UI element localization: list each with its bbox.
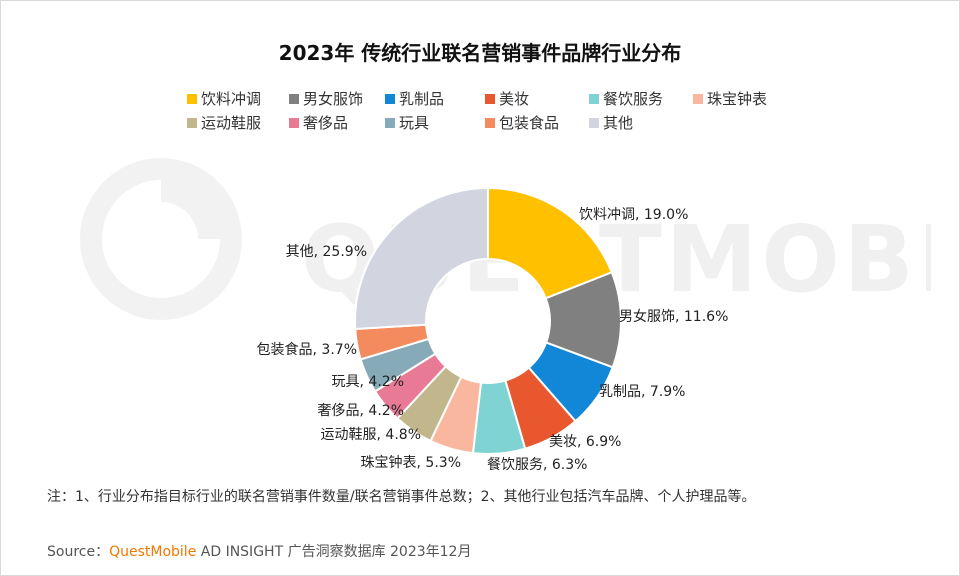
legend-label: 珠宝钟表 — [707, 90, 768, 108]
legend-label: 其他 — [603, 114, 634, 132]
source-line: Source：QuestMobile AD INSIGHT 广告洞察数据库 20… — [47, 541, 471, 561]
slice-label: 餐饮服务, 6.3% — [487, 457, 587, 473]
slice-label: 玩具, 4.2% — [332, 374, 404, 390]
slice-label: 珠宝钟表, 5.3% — [361, 454, 461, 471]
source-brand: QuestMobile — [109, 544, 197, 560]
legend-swatch — [289, 94, 299, 104]
legend-label: 餐饮服务 — [603, 90, 664, 108]
legend-label: 运动鞋服 — [201, 114, 262, 132]
legend-label: 男女服饰 — [303, 90, 364, 108]
legend-label: 乳制品 — [399, 90, 445, 108]
legend-swatch — [187, 94, 197, 104]
legend-swatch — [385, 94, 395, 104]
slice-label: 美妆, 6.9% — [549, 434, 621, 450]
slice-label: 包装食品, 3.7% — [257, 341, 357, 358]
slice-label: 运动鞋服, 4.8% — [321, 427, 421, 443]
legend-label: 美妆 — [499, 90, 530, 108]
legend-label: 玩具 — [399, 114, 430, 132]
legend-swatch — [485, 118, 495, 128]
footnote: 注：1、行业分布指目标行业的联名营销事件数量/联名营销事件总数；2、其他行业包括… — [47, 489, 756, 505]
legend-label: 包装食品 — [499, 114, 560, 132]
slice-label: 饮料冲调, 19.0% — [579, 207, 688, 223]
donut-slice — [487, 186, 614, 300]
legend-swatch — [485, 94, 495, 104]
chart-title: 2023年 传统行业联名营销事件品牌行业分布 — [278, 41, 682, 65]
legend-swatch — [187, 118, 197, 128]
slice-label: 男女服饰, 11.6% — [619, 308, 728, 325]
legend-swatch — [289, 118, 299, 128]
legend-swatch — [385, 118, 395, 128]
legend-label: 饮料冲调 — [201, 90, 262, 108]
legend-label: 奢侈品 — [303, 114, 349, 132]
donut-chart: 饮料冲调, 19.0% 男女服饰, 11.6% 乳制品, 7.9% 美妆, 6.9% 餐… — [257, 186, 728, 473]
legend-swatch — [589, 94, 599, 104]
source-prefix: Source： — [47, 544, 110, 560]
legend-swatch — [693, 94, 703, 104]
slice-label: 其他, 25.9% — [286, 244, 367, 260]
donut-slice — [354, 186, 489, 331]
source-rest: AD INSIGHT 广告洞察数据库 2023年12月 — [196, 544, 472, 560]
legend-swatch — [589, 118, 599, 128]
slice-label: 奢侈品, 4.2% — [318, 403, 404, 419]
slice-label: 乳制品, 7.9% — [599, 384, 685, 400]
